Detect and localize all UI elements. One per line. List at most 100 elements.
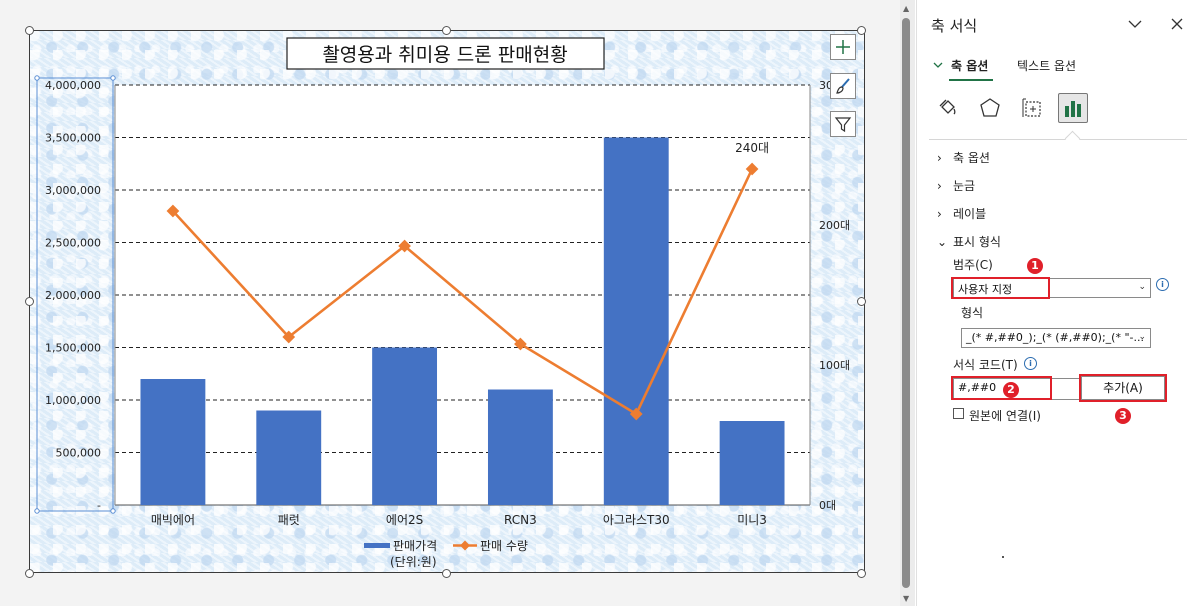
tab-axis-options[interactable]: 축 옵션 <box>951 59 989 73</box>
scroll-down-icon[interactable]: ▼ <box>903 594 910 603</box>
chart-handle-tm[interactable] <box>442 26 451 35</box>
y-tick-label: 1,500,000 <box>45 342 101 355</box>
pentagon-icon <box>980 98 1000 117</box>
line-point <box>398 239 411 253</box>
y-tick-label: 3,500,000 <box>45 132 101 145</box>
annotation-badge-2: 2 <box>1003 382 1019 398</box>
format-code-value: #,##0 <box>958 381 997 394</box>
axis-handle <box>34 508 40 514</box>
effects-tab[interactable] <box>975 93 1005 123</box>
link-source-checkbox[interactable] <box>953 408 964 419</box>
x-tick-label: 아그라스T30 <box>603 513 670 527</box>
bar <box>719 421 785 505</box>
section-label: 눈금 <box>953 179 976 193</box>
section-labels[interactable]: › 레이블 <box>937 205 986 222</box>
format-type-value: _(* #,##0_);_(* (#,##0);_(* "-... <box>966 331 1144 344</box>
section-label: 표시 형식 <box>953 235 1001 249</box>
y-tick-label: 4,000,000 <box>45 79 101 92</box>
size-properties-tab[interactable] <box>1017 93 1047 123</box>
y-tick-label: 1,000,000 <box>45 394 101 407</box>
plus-icon <box>836 40 850 54</box>
section-label: 레이블 <box>953 207 987 221</box>
line-point <box>166 204 180 218</box>
x-tick-label: 매빅에어 <box>151 513 195 527</box>
bar <box>372 347 438 505</box>
chart-title: 촬영용과 취미용 드론 판매현황 <box>322 44 567 66</box>
chevron-right-icon: › <box>937 207 942 221</box>
bar-chart-icon <box>1065 101 1081 117</box>
format-type-select[interactable]: _(* #,##0_);_(* (#,##0);_(* "-... ⌄ <box>961 328 1151 348</box>
chart-title-box <box>286 37 605 70</box>
chart-handle-br[interactable] <box>857 569 866 578</box>
bar <box>603 137 669 505</box>
chevron-down-icon: ⌄ <box>937 235 948 249</box>
annotation-badge-3: 3 <box>1115 408 1131 424</box>
section-number[interactable]: ⌄ 표시 형식 <box>937 233 1001 250</box>
y-tick-label: 3,000,000 <box>45 184 101 197</box>
add-button[interactable]: 추가(A) <box>1081 376 1165 400</box>
annotation-badge-1: 1 <box>1027 258 1043 274</box>
info-icon[interactable]: i <box>1156 278 1169 291</box>
bar <box>140 379 206 505</box>
y-tick-label: - <box>97 499 101 512</box>
stray-dot <box>1002 556 1004 558</box>
chevron-right-icon: › <box>937 151 942 165</box>
scroll-thumb[interactable] <box>902 18 910 588</box>
filter-icon <box>834 117 852 133</box>
x-tick-label: RCN3 <box>504 513 537 527</box>
info-icon[interactable]: i <box>1024 357 1037 370</box>
category-select[interactable]: 사용자 지정 ⌄ <box>953 278 1151 298</box>
legend-label: 판매 수량 <box>480 539 528 553</box>
chart-handle-ml[interactable] <box>25 297 34 306</box>
pane-title: 축 서식 <box>931 17 978 35</box>
chart-elements-button[interactable] <box>830 34 856 60</box>
line-series <box>171 168 754 416</box>
chart-handle-tr[interactable] <box>857 26 866 35</box>
legend-swatch-bar <box>364 543 390 548</box>
tab-text-options[interactable]: 텍스트 옵션 <box>1017 59 1077 73</box>
selected-axis-box <box>36 77 114 512</box>
legend-label: (단위:원) <box>390 555 437 569</box>
y-tick-label: 500,000 <box>56 447 102 460</box>
axis-handle <box>34 75 40 81</box>
bar <box>256 410 322 505</box>
scroll-up-icon[interactable]: ▲ <box>903 4 910 13</box>
chevron-right-icon: › <box>937 179 942 193</box>
active-tab-indicator <box>949 79 993 81</box>
size-properties-icon <box>1022 98 1041 117</box>
chart-handle-bl[interactable] <box>25 569 34 578</box>
legend-label: 판매가격 <box>393 539 437 553</box>
fill-line-tab[interactable] <box>933 93 963 123</box>
format-type-label: 형식 <box>961 306 984 320</box>
dropdown-arrow-icon: ⌄ <box>1138 332 1146 342</box>
axis-options-tab[interactable] <box>1058 93 1088 123</box>
chart-handle-bm[interactable] <box>442 569 451 578</box>
y2-tick-label: 200대 <box>819 219 850 232</box>
y2-tick-label: 100대 <box>819 359 850 372</box>
x-tick-label: 패럿 <box>278 513 300 527</box>
chart-handle-mr[interactable] <box>857 297 866 306</box>
x-tick-label: 에어2S <box>386 513 423 527</box>
chevron-down-icon[interactable] <box>1127 16 1143 32</box>
category-label: 범주(C) <box>953 258 993 272</box>
format-axis-pane: 축 서식 축 옵션 텍스트 옵션 › 축 옵션 › 눈금 › 레이블 ⌄ 표시 형식 범… <box>916 0 1200 606</box>
brush-icon <box>836 78 850 94</box>
chevron-down-icon <box>933 62 943 68</box>
legend-swatch-marker <box>460 540 470 551</box>
close-icon[interactable] <box>1169 16 1185 32</box>
category-select-value: 사용자 지정 <box>958 283 1013 296</box>
axis-handle <box>110 75 116 81</box>
y-tick-label: 2,000,000 <box>45 289 101 302</box>
chart-styles-button[interactable] <box>830 73 856 99</box>
paint-bucket-icon <box>939 99 956 115</box>
chart-filters-button[interactable] <box>830 111 856 137</box>
dropdown-arrow-icon: ⌄ <box>1138 282 1146 292</box>
worksheet-area: - 500,000 1,000,000 1,500,000 2,000,000 2,500… <box>0 0 900 606</box>
line-point <box>282 330 296 344</box>
highlight-add-button <box>1079 374 1167 402</box>
section-axis-options[interactable]: › 축 옵션 <box>937 149 990 166</box>
section-tick-marks[interactable]: › 눈금 <box>937 177 975 194</box>
chart-handle-tl[interactable] <box>25 26 34 35</box>
highlight-format-code <box>951 376 1052 400</box>
y-tick-label: 2,500,000 <box>45 237 101 250</box>
